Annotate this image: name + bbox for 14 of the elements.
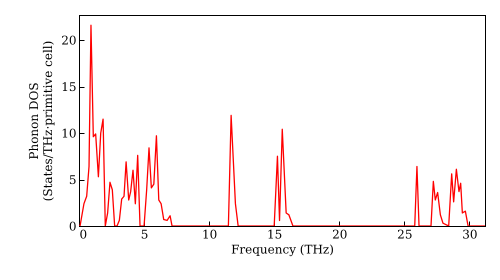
x-tick-label: 15 [267, 228, 282, 242]
y-tick-label: 5 [68, 173, 76, 188]
y-axis-title: Phonon DOS (States/THz·primitive cell) [27, 40, 56, 202]
x-tick-label: 0 [80, 228, 88, 242]
x-tick-label: 25 [397, 228, 412, 242]
y-tick-label: 20 [61, 34, 76, 48]
line-series [79, 24, 485, 226]
x-axis-title: Frequency (THz) [231, 242, 334, 256]
y-tick-label: 15 [61, 80, 76, 94]
x-tick-label: 30 [462, 228, 478, 242]
x-tick-label: 20 [332, 228, 348, 242]
x-tick-label: 10 [202, 228, 218, 242]
y-tick-label: 10 [61, 126, 76, 141]
x-tick-label: 5 [140, 228, 148, 242]
